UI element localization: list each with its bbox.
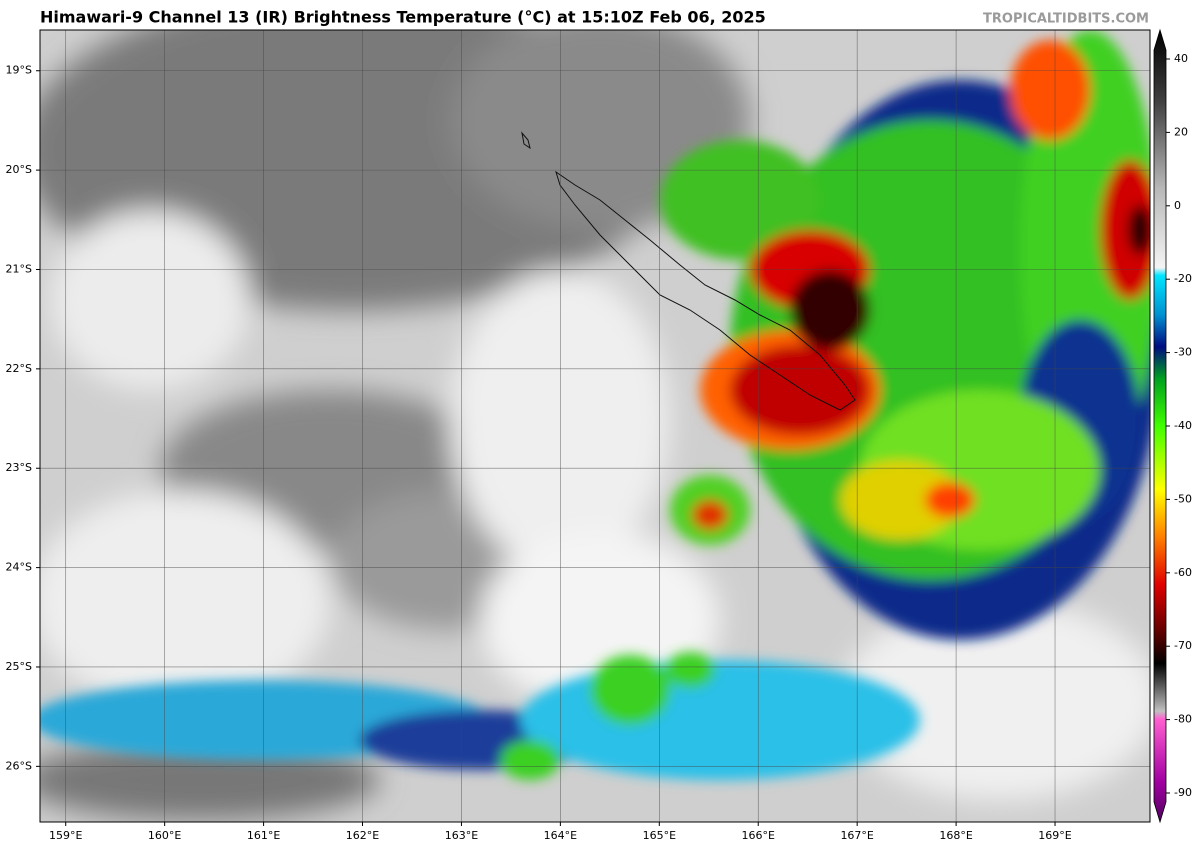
colorbar-tick-label: 20: [1174, 125, 1188, 138]
x-tick-label: 160°E: [148, 829, 181, 842]
y-tick-label: 24°S: [6, 561, 32, 574]
colorbar-tick-label: -70: [1174, 639, 1192, 652]
colorbar-tick-label: -40: [1174, 419, 1192, 432]
x-tick-label: 163°E: [445, 829, 478, 842]
satellite-imagery: [40, 30, 1150, 822]
colorbar: [1153, 28, 1167, 824]
colorbar-tick-label: -50: [1174, 492, 1192, 505]
x-tick-label: 165°E: [643, 829, 676, 842]
graticule: [40, 30, 1150, 822]
colorbar-tick-label: 40: [1174, 52, 1188, 65]
y-tick-label: 23°S: [6, 461, 32, 474]
x-tick-label: 161°E: [247, 829, 280, 842]
x-tick-label: 169°E: [1038, 829, 1071, 842]
y-tick-label: 19°S: [6, 64, 32, 77]
y-tick-label: 25°S: [6, 660, 32, 673]
colorbar-tick-label: -80: [1174, 713, 1192, 726]
colorbar-tick-label: -30: [1174, 346, 1192, 359]
x-tick-label: 167°E: [840, 829, 873, 842]
x-tick-label: 168°E: [939, 829, 972, 842]
watermark: TROPICALTIDBITS.COM: [983, 12, 1149, 27]
map-frame: [39, 29, 1151, 823]
title: Himawari-9 Channel 13 (IR) Brightness Te…: [40, 8, 766, 27]
y-tick-label: 21°S: [6, 262, 32, 275]
y-tick-label: 22°S: [6, 362, 32, 375]
colorbar-tick-label: -60: [1174, 566, 1192, 579]
y-tick-label: 26°S: [6, 759, 32, 772]
x-tick-label: 166°E: [742, 829, 775, 842]
x-tick-label: 162°E: [346, 829, 379, 842]
colorbar-tick-label: -90: [1174, 786, 1192, 799]
y-tick-label: 20°S: [6, 163, 32, 176]
colorbar-tick-label: -20: [1174, 272, 1192, 285]
axes: 159°E 160°E 161°E 162°E 163°E 164°E 165°E 166°E…: [6, 52, 1192, 842]
x-tick-label: 159°E: [49, 829, 82, 842]
x-tick-label: 164°E: [544, 829, 577, 842]
colorbar-tick-label: 0: [1174, 199, 1181, 212]
